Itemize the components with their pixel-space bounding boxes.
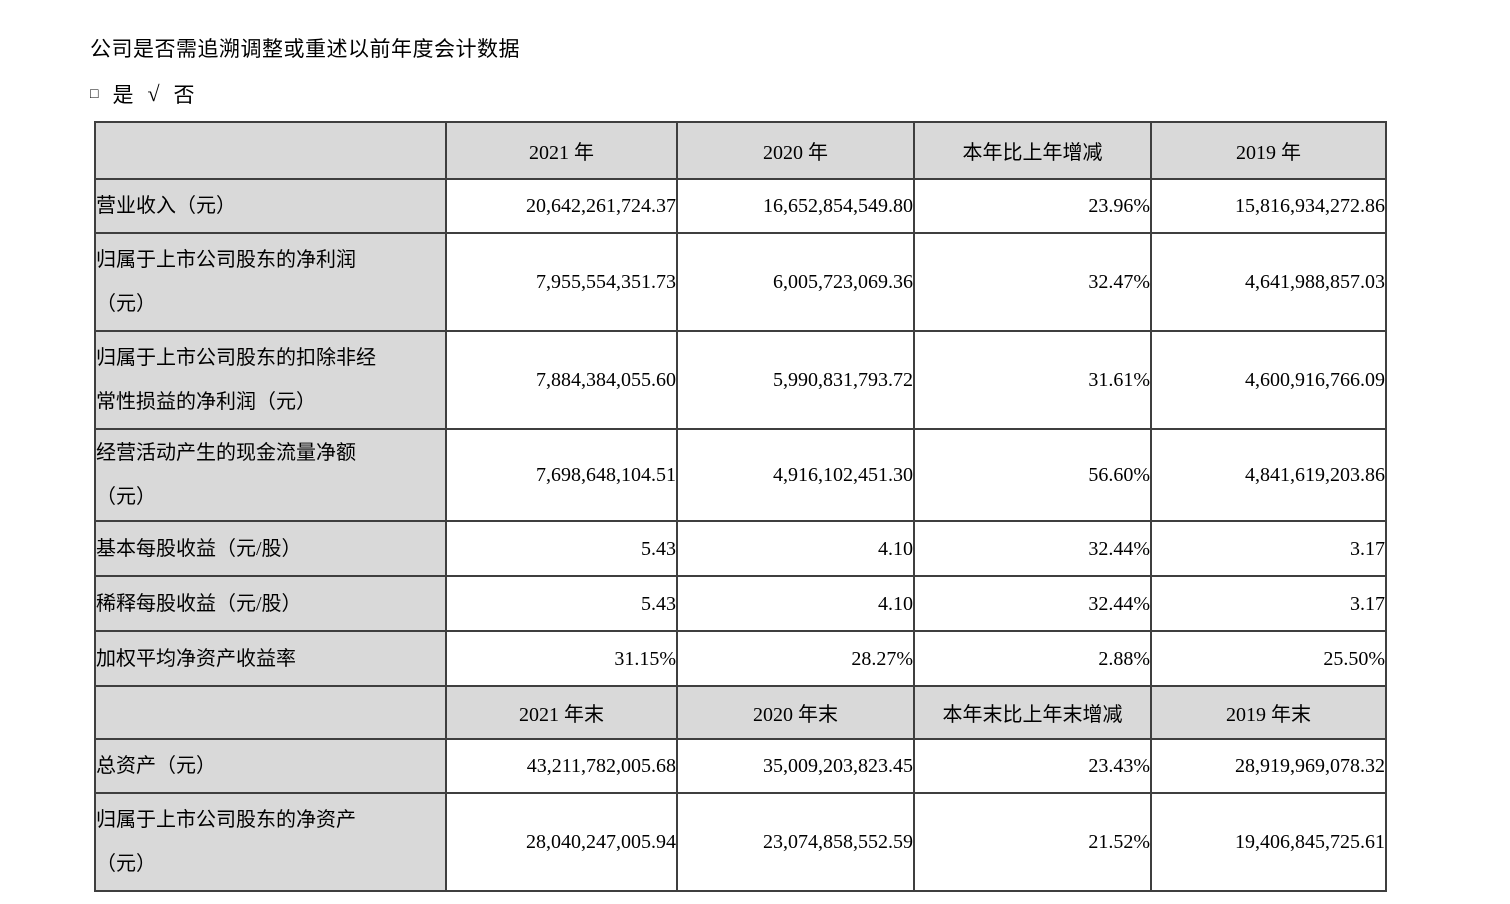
table-header-row-annual: 2021 年 2020 年 本年比上年增减 2019 年 [94,121,1387,180]
value-2020: 4.10 [676,520,915,577]
value-2020: 6,005,723,069.36 [676,232,915,332]
key-financials-table: 2021 年 2020 年 本年比上年增减 2019 年 营业收入（元） 20,… [94,121,1387,892]
value-2019: 4,600,916,766.09 [1150,330,1387,430]
header-2019-end: 2019 年末 [1150,685,1387,740]
row-label: 总资产（元） [94,738,447,794]
header-corner-cell [94,685,447,740]
header-2020: 2020 年 [676,121,915,180]
yes-no-choice-line: □ 是 √ 否 [90,79,195,109]
header-2020-end: 2020 年末 [676,685,915,740]
table-row: 经营活动产生的现金流量净额 （元） 7,698,648,104.51 4,916… [94,428,1387,522]
no-label: 否 [173,83,195,107]
value-year-end-change: 23.43% [913,738,1152,794]
yes-label: 是 [112,83,134,107]
row-label: 归属于上市公司股东的净资产 （元） [94,792,447,892]
value-2021: 7,884,384,055.60 [445,330,678,430]
value-2021: 5.43 [445,575,678,632]
row-label: 归属于上市公司股东的净利润 （元） [94,232,447,332]
table-row: 基本每股收益（元/股） 5.43 4.10 32.44% 3.17 [94,520,1387,577]
table-row: 归属于上市公司股东的扣除非经 常性损益的净利润（元） 7,884,384,055… [94,330,1387,430]
table-row: 总资产（元） 43,211,782,005.68 35,009,203,823.… [94,738,1387,794]
header-corner-cell [94,121,447,180]
value-2021: 5.43 [445,520,678,577]
value-yoy-change: 2.88% [913,630,1152,687]
value-2020-end: 23,074,858,552.59 [676,792,915,892]
value-yoy-change: 32.44% [913,520,1152,577]
value-yoy-change: 23.96% [913,178,1152,234]
value-2020: 4.10 [676,575,915,632]
row-label: 基本每股收益（元/股） [94,520,447,577]
value-2019-end: 19,406,845,725.61 [1150,792,1387,892]
value-2019: 4,641,988,857.03 [1150,232,1387,332]
check-mark-icon: √ [147,81,160,106]
value-2019: 4,841,619,203.86 [1150,428,1387,522]
table-row: 加权平均净资产收益率 31.15% 28.27% 2.88% 25.50% [94,630,1387,687]
row-label: 营业收入（元） [94,178,447,234]
row-label: 加权平均净资产收益率 [94,630,447,687]
value-2020-end: 35,009,203,823.45 [676,738,915,794]
checkbox-empty-icon: □ [90,87,99,102]
table-row: 归属于上市公司股东的净利润 （元） 7,955,554,351.73 6,005… [94,232,1387,332]
table-row: 营业收入（元） 20,642,261,724.37 16,652,854,549… [94,178,1387,234]
value-2021: 7,955,554,351.73 [445,232,678,332]
value-yoy-change: 56.60% [913,428,1152,522]
header-2019: 2019 年 [1150,121,1387,180]
value-2021: 31.15% [445,630,678,687]
value-2019: 3.17 [1150,520,1387,577]
value-yoy-change: 32.44% [913,575,1152,632]
header-yoy-change: 本年比上年增减 [913,121,1152,180]
value-2021: 7,698,648,104.51 [445,428,678,522]
row-label: 归属于上市公司股东的扣除非经 常性损益的净利润（元） [94,330,447,430]
table-row: 归属于上市公司股东的净资产 （元） 28,040,247,005.94 23,0… [94,792,1387,892]
value-2020: 16,652,854,549.80 [676,178,915,234]
value-2019: 25.50% [1150,630,1387,687]
value-2019-end: 28,919,969,078.32 [1150,738,1387,794]
value-2020: 28.27% [676,630,915,687]
table-row: 稀释每股收益（元/股） 5.43 4.10 32.44% 3.17 [94,575,1387,632]
value-yoy-change: 32.47% [913,232,1152,332]
header-2021-end: 2021 年末 [445,685,678,740]
restatement-question: 公司是否需追溯调整或重述以前年度会计数据 [90,37,520,61]
row-label: 稀释每股收益（元/股） [94,575,447,632]
value-2019: 15,816,934,272.86 [1150,178,1387,234]
value-2020: 4,916,102,451.30 [676,428,915,522]
value-2021-end: 28,040,247,005.94 [445,792,678,892]
value-2019: 3.17 [1150,575,1387,632]
value-2020: 5,990,831,793.72 [676,330,915,430]
header-year-end-change: 本年末比上年末增减 [913,685,1152,740]
value-year-end-change: 21.52% [913,792,1152,892]
row-label: 经营活动产生的现金流量净额 （元） [94,428,447,522]
table-header-row-year-end: 2021 年末 2020 年末 本年末比上年末增减 2019 年末 [94,685,1387,740]
value-2021: 20,642,261,724.37 [445,178,678,234]
value-2021-end: 43,211,782,005.68 [445,738,678,794]
header-2021: 2021 年 [445,121,678,180]
value-yoy-change: 31.61% [913,330,1152,430]
